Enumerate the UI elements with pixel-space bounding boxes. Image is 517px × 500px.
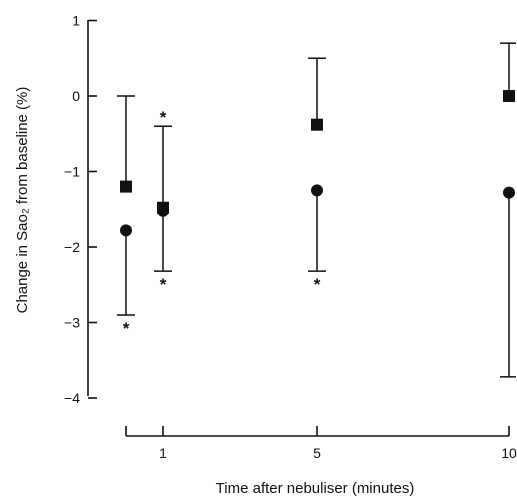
y-tick-label: −4: [64, 390, 80, 406]
significance-star: *: [123, 319, 130, 338]
significance-star: *: [160, 108, 167, 127]
x-tick-label: 1: [159, 445, 167, 461]
y-tick-label: −1: [64, 164, 80, 180]
error-bars: [117, 42, 516, 378]
y-tick-label: −3: [64, 315, 80, 331]
significance-star: *: [160, 275, 167, 294]
y-axis: 1 0 −1 −2 −3 −4: [64, 13, 97, 406]
circle-marker: [311, 184, 323, 197]
square-marker: [503, 90, 515, 102]
x-axis: 1 5 10: [125, 426, 517, 461]
circle-marker: [157, 204, 169, 217]
square-marker: [311, 118, 323, 131]
x-tick-label: 5: [313, 445, 321, 461]
data-markers: [120, 90, 515, 237]
circle-marker: [503, 186, 515, 199]
circle-marker: [120, 224, 132, 237]
x-tick-label: 10: [501, 445, 517, 461]
x-axis-label: Time after nebuliser (minutes): [216, 480, 415, 497]
y-tick-label: 0: [72, 88, 80, 104]
y-tick-label: −2: [64, 239, 80, 255]
significance-markers: * * * *: [123, 108, 321, 338]
significance-star: *: [314, 275, 321, 294]
y-axis-label: Change in Sao₂ from baseline (%): [14, 87, 31, 314]
square-marker: [120, 180, 132, 193]
y-tick-label: 1: [72, 13, 80, 29]
